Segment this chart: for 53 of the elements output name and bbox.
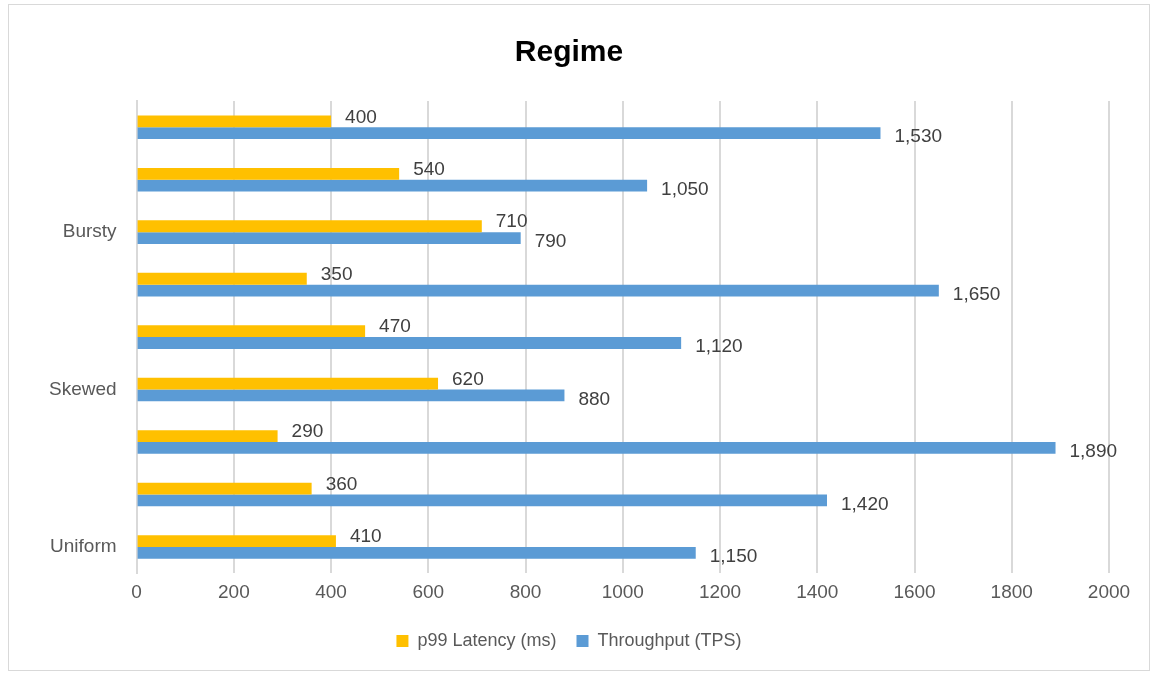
legend-label: Throughput (TPS) — [597, 629, 742, 650]
bar — [137, 494, 827, 507]
chart-title: Regime — [514, 34, 624, 68]
bar — [137, 127, 881, 140]
bar — [137, 220, 482, 233]
bar — [137, 115, 332, 128]
data-label: 410 — [349, 525, 382, 547]
data-label: 1,050 — [661, 177, 709, 199]
x-tick-label: 1800 — [990, 580, 1033, 602]
data-label: 1,150 — [709, 545, 758, 567]
bar — [137, 179, 648, 192]
data-label: 400 — [345, 105, 377, 127]
bar — [137, 272, 307, 285]
bar — [137, 546, 696, 559]
data-label: 1,650 — [952, 282, 1001, 304]
x-tick-label: 1000 — [601, 580, 644, 602]
x-tick-label: 400 — [315, 580, 347, 602]
bar — [137, 535, 336, 547]
legend-label: p99 Latency (ms) — [417, 629, 557, 650]
bar — [137, 232, 521, 244]
x-tick-label: 200 — [217, 580, 250, 602]
bar — [137, 337, 682, 349]
bar — [137, 482, 312, 495]
data-label: 790 — [534, 230, 567, 252]
y-tick-label: Bursty — [62, 220, 118, 242]
x-tick-label: 1600 — [893, 580, 936, 602]
y-tick-label: Skewed — [48, 377, 117, 399]
x-tick-label: 600 — [412, 580, 445, 602]
data-label: 540 — [413, 158, 445, 180]
data-label: 360 — [325, 472, 358, 494]
bar — [137, 442, 1056, 454]
data-label: 620 — [452, 367, 484, 389]
bar — [137, 430, 278, 443]
data-label: 1,120 — [695, 335, 743, 357]
data-label: 470 — [379, 315, 411, 337]
bar — [137, 325, 366, 338]
y-tick-label: Uniform — [50, 535, 117, 557]
bar — [137, 167, 400, 180]
data-label: 710 — [495, 210, 528, 232]
bar — [137, 389, 565, 402]
data-label: 1,420 — [841, 492, 889, 514]
bar — [137, 377, 439, 390]
x-tick-label: 0 — [131, 580, 142, 602]
x-tick-label: 1400 — [796, 580, 839, 602]
data-label: 290 — [291, 420, 324, 442]
data-label: 880 — [578, 387, 611, 409]
data-label: 1,890 — [1069, 440, 1118, 462]
x-tick-label: 2000 — [1087, 580, 1131, 602]
data-label: 350 — [320, 262, 353, 284]
data-label: 1,530 — [894, 125, 943, 147]
bar — [137, 284, 939, 297]
x-tick-label: 800 — [509, 580, 542, 602]
x-tick-label: 1200 — [698, 580, 742, 602]
